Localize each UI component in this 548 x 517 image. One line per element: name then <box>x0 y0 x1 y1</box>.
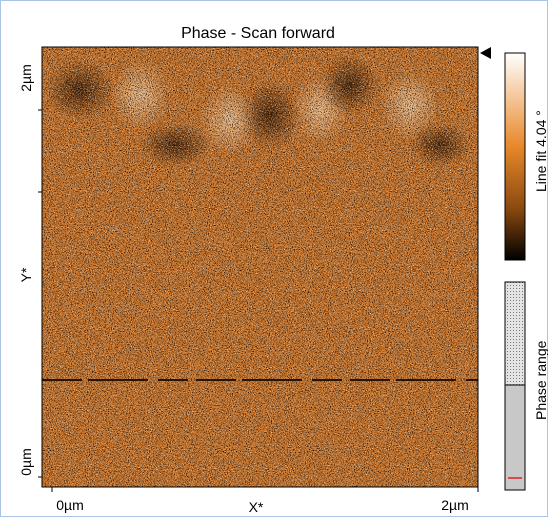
x-axis-label: X* <box>249 499 264 515</box>
scan-title: Phase - Scan forward <box>181 25 335 42</box>
range-bar-label: Phase range <box>533 340 548 420</box>
x-tick-label: 2µm <box>441 497 469 513</box>
y-tick-label: 0µm <box>18 448 34 476</box>
x-tick-label: 0µm <box>56 497 84 513</box>
color-bar-label: Line fit 4.04 ° <box>533 110 548 192</box>
scan-image <box>41 46 479 488</box>
color-bar: Line fit 4.04 ° <box>504 52 548 261</box>
marker <box>480 47 491 59</box>
y-axis-label: Y* <box>18 267 34 282</box>
range-bar: Phase range <box>504 281 548 491</box>
y-tick-label: 2µm <box>18 64 34 92</box>
axes: 2µm Y* 0µm 0µm X* 2µm <box>18 64 479 515</box>
